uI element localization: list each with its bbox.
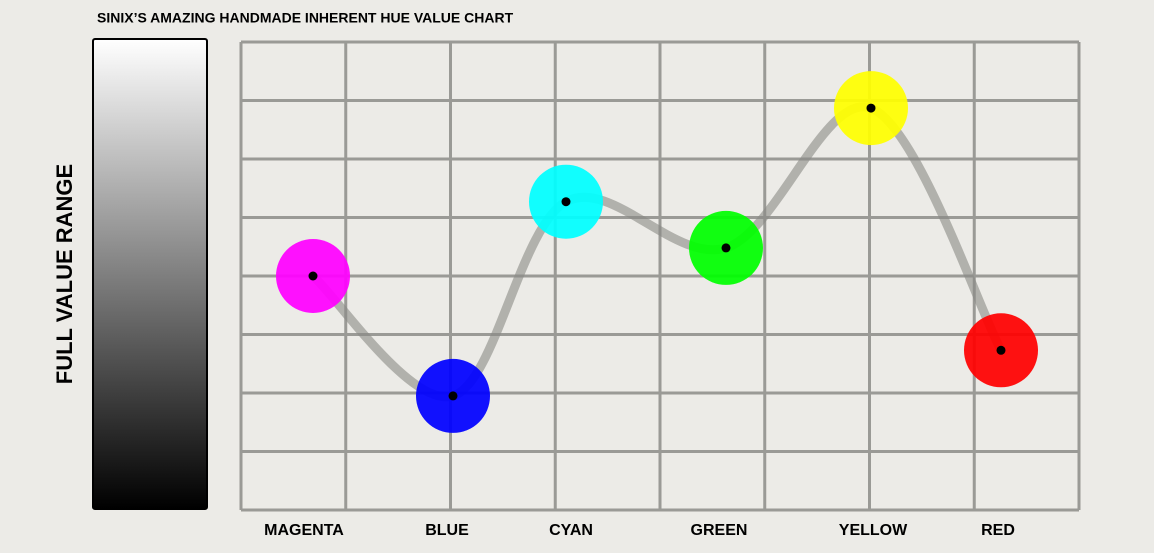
- x-tick-label: GREEN: [691, 522, 748, 539]
- x-tick-label: MAGENTA: [264, 522, 344, 539]
- x-tick-label: BLUE: [425, 522, 469, 539]
- point-center: [866, 103, 876, 113]
- x-tick-label: CYAN: [549, 522, 593, 539]
- point-center: [561, 197, 571, 207]
- chart-title: SINIX’S AMAZING HANDMADE INHERENT HUE VA…: [97, 10, 514, 26]
- grid: [239, 40, 1081, 512]
- y-axis-label: FULL VALUE RANGE: [52, 164, 77, 384]
- point-center: [721, 243, 731, 253]
- x-tick-label: RED: [981, 522, 1015, 539]
- x-tick-label: YELLOW: [839, 522, 908, 539]
- point-center: [448, 391, 458, 401]
- point-center: [996, 345, 1006, 355]
- point-center: [308, 271, 318, 281]
- value-gradient: [92, 38, 208, 510]
